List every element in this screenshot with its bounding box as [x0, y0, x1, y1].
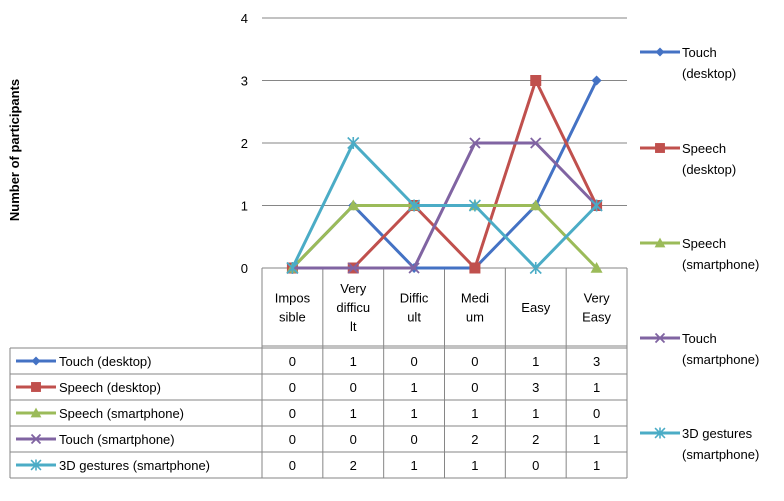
- y-axis-label: Number of participants: [7, 79, 22, 221]
- x-category-label: sible: [279, 310, 306, 325]
- table-row-label: 3D gestures (smartphone): [59, 458, 210, 473]
- table-cell: 0: [289, 354, 296, 369]
- table-cell: 0: [471, 380, 478, 395]
- table-cell: 1: [410, 380, 417, 395]
- table-row-label: Touch (desktop): [59, 354, 152, 369]
- data-point: [30, 433, 42, 445]
- x-category-label: Impos: [275, 291, 311, 306]
- table-cell: 0: [350, 432, 357, 447]
- data-point: [468, 199, 481, 212]
- table-cell: 0: [289, 380, 296, 395]
- series-lines: [286, 75, 603, 275]
- data-point: [590, 262, 603, 273]
- legend-label: (desktop): [682, 66, 736, 81]
- y-tick-label: 0: [241, 261, 248, 276]
- table-cell: 2: [471, 432, 478, 447]
- data-point: [529, 199, 542, 211]
- legend-label: (smartphone): [682, 447, 759, 462]
- table-cell: 1: [593, 432, 600, 447]
- table-cell: 1: [350, 406, 357, 421]
- table-cell: 0: [593, 406, 600, 421]
- legend-label: (smartphone): [682, 352, 759, 367]
- x-category-label: difficu: [336, 300, 370, 315]
- data-point: [30, 459, 42, 471]
- legend-label: Speech: [682, 236, 726, 251]
- data-point: [469, 137, 481, 149]
- x-category-label: ult: [407, 310, 421, 325]
- data-point: [655, 143, 665, 153]
- table-cell: 1: [471, 406, 478, 421]
- data-point: [591, 75, 602, 86]
- table-cell: 0: [350, 380, 357, 395]
- data-point: [408, 199, 421, 212]
- legend-label: 3D gestures: [682, 426, 753, 441]
- data-point: [31, 382, 41, 392]
- legend-label: Touch: [682, 45, 717, 60]
- legend: Touch (desktop) Speech (desktop) Speech (smar…: [640, 45, 759, 462]
- data-point: [654, 427, 666, 439]
- legend-label: Speech: [682, 141, 726, 156]
- table-cell: 1: [532, 354, 539, 369]
- x-category-label: Very: [584, 291, 611, 306]
- table-cell: 0: [471, 354, 478, 369]
- data-point: [347, 136, 360, 150]
- table-cell: 0: [289, 458, 296, 473]
- data-point: [654, 332, 666, 344]
- table-cell: 3: [532, 380, 539, 395]
- x-category-label: Easy: [582, 310, 611, 325]
- data-point: [347, 262, 359, 274]
- y-tick-label: 3: [241, 74, 248, 89]
- table-cell: 0: [410, 354, 417, 369]
- data-point: [530, 137, 542, 149]
- data-table: Touch (desktop) 0 1 0 0 1 3 Speech (desktop) 0 0 1…: [9, 268, 628, 479]
- x-category-label: Easy: [521, 300, 550, 315]
- table-cell: 1: [593, 380, 600, 395]
- data-point: [529, 261, 542, 275]
- table-row-label: Speech (desktop): [59, 380, 161, 395]
- y-tick-label: 1: [241, 199, 248, 214]
- table-cell: 0: [289, 406, 296, 421]
- chart-text: Number of participants 0 1 2 3 4 Impos sible Ve…: [7, 11, 612, 334]
- table-cell: 3: [593, 354, 600, 369]
- data-point: [347, 199, 360, 211]
- y-tick-label: 4: [241, 11, 248, 26]
- data-point: [655, 47, 665, 57]
- table-cell: 1: [471, 458, 478, 473]
- data-point: [530, 75, 542, 86]
- table-cell: 0: [410, 432, 417, 447]
- table-cell: 1: [350, 354, 357, 369]
- table-cell: 1: [410, 406, 417, 421]
- data-point: [590, 199, 603, 212]
- series-line: [291, 141, 598, 270]
- table-cell: 2: [350, 458, 357, 473]
- table-cell: 1: [593, 458, 600, 473]
- x-category-label: Medi: [461, 291, 489, 306]
- table-cell: 1: [532, 406, 539, 421]
- x-category-label: um: [466, 310, 484, 325]
- x-category-label: lt: [350, 319, 357, 334]
- data-point: [31, 356, 41, 366]
- data-point: [408, 262, 420, 274]
- data-point: [654, 237, 666, 248]
- table-cell: 0: [532, 458, 539, 473]
- legend-label: Touch: [682, 331, 717, 346]
- data-point: [469, 262, 481, 274]
- table-cell: 2: [532, 432, 539, 447]
- table-row-label: Touch (smartphone): [59, 432, 175, 447]
- table-cell: 1: [410, 458, 417, 473]
- legend-label: (desktop): [682, 162, 736, 177]
- x-category-label: Diffic: [400, 291, 429, 306]
- table-cell: 0: [289, 432, 296, 447]
- data-point: [30, 407, 42, 418]
- legend-label: (smartphone): [682, 257, 759, 272]
- x-category-label: Very: [340, 281, 367, 296]
- data-point: [286, 261, 299, 275]
- table-row-label: Speech (smartphone): [59, 406, 184, 421]
- y-tick-label: 2: [241, 136, 248, 151]
